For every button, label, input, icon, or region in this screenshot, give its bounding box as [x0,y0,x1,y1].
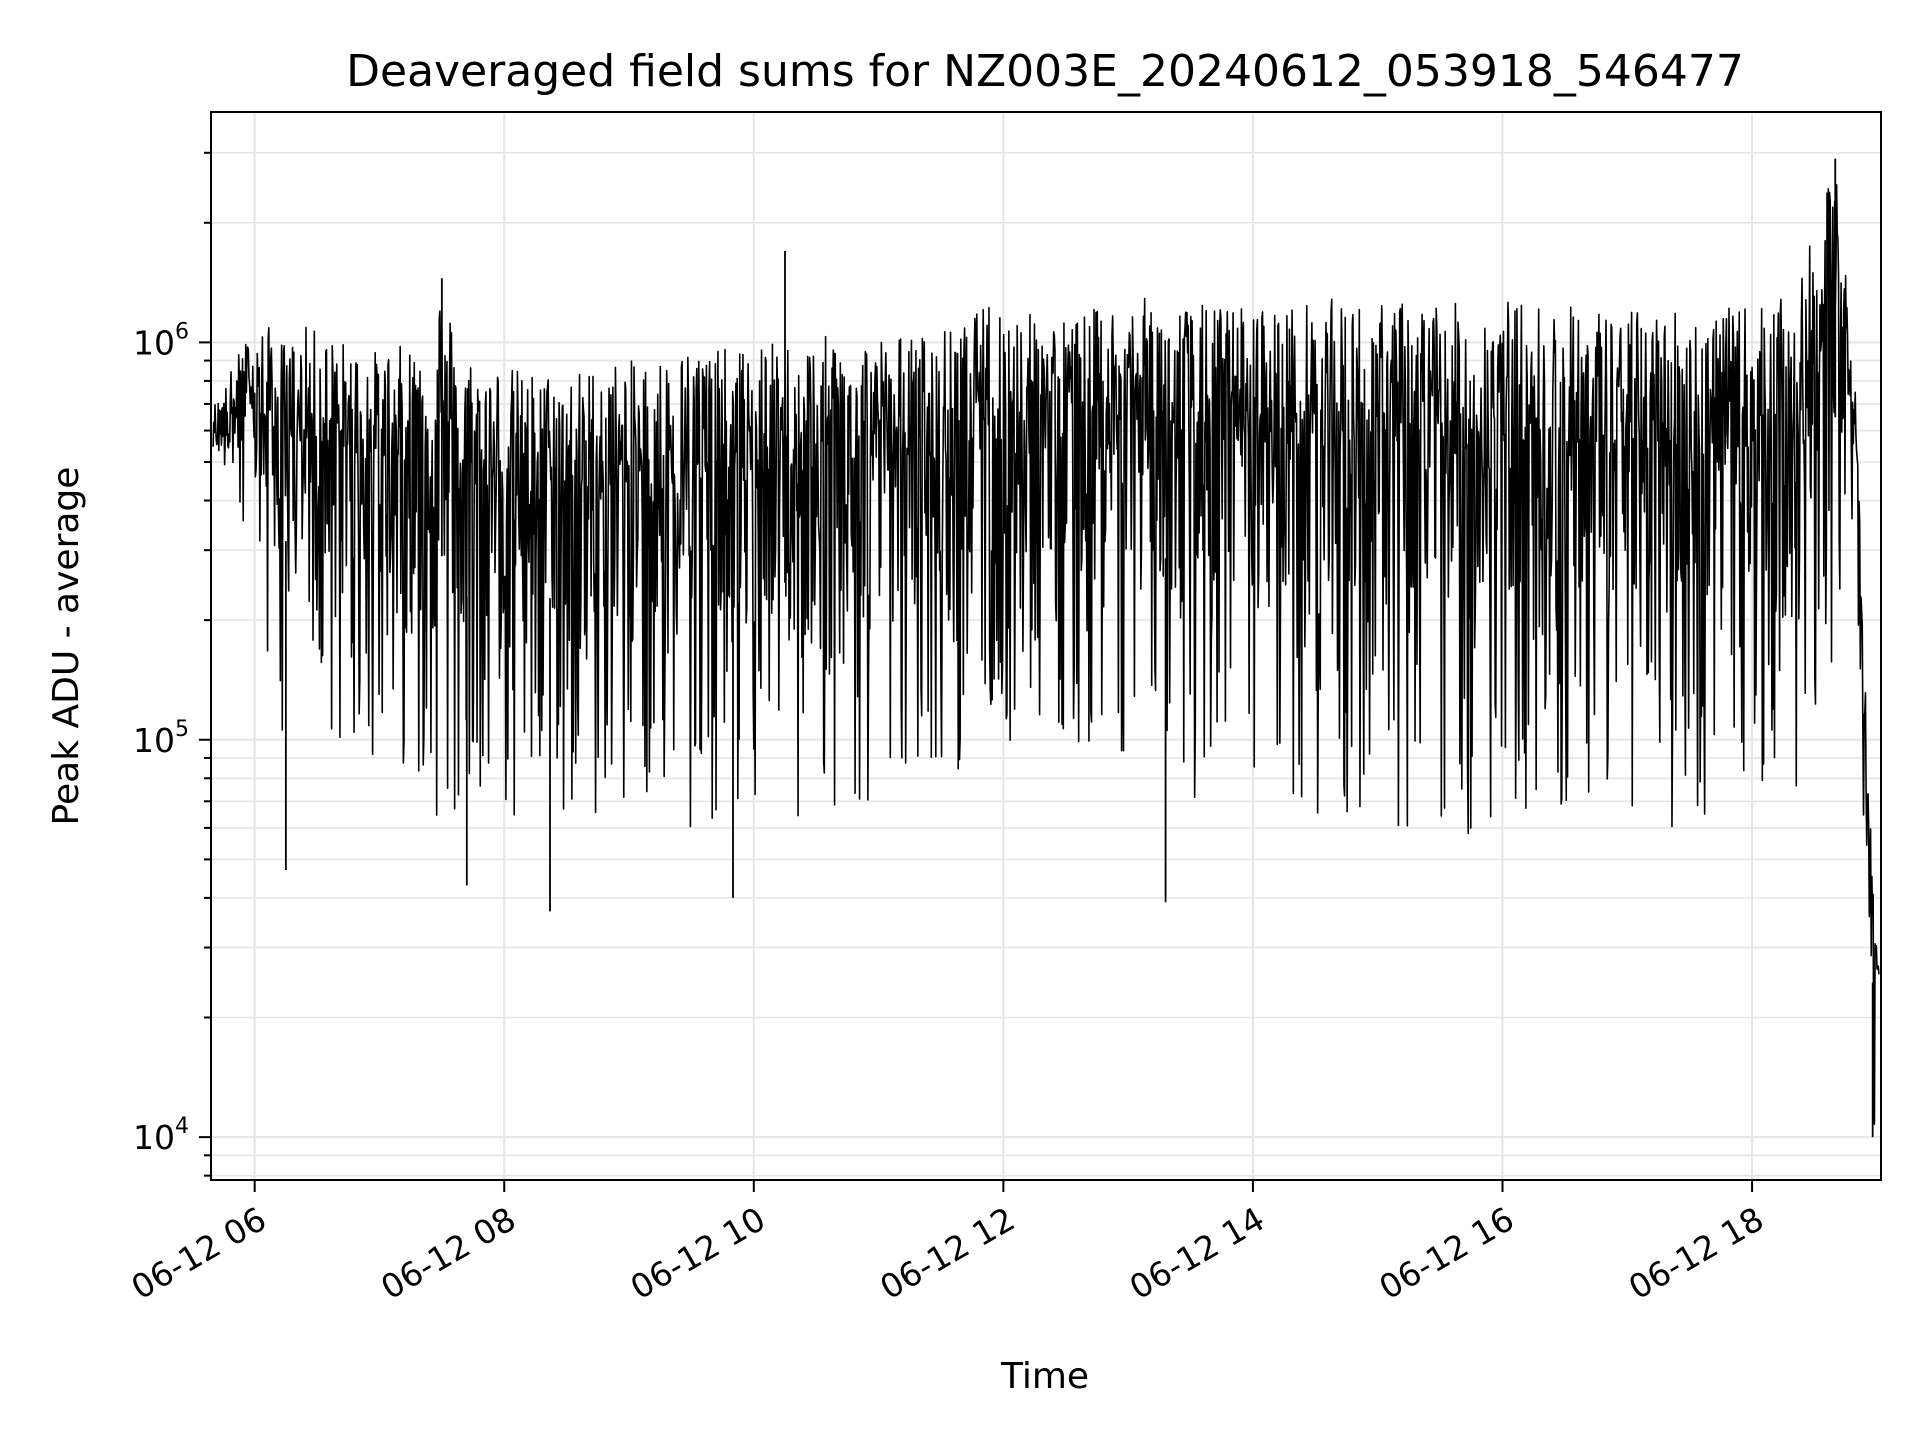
x-axis-label: Time [1000,1356,1089,1397]
y-tick-label: 105 [133,717,189,760]
chart-title: Deaveraged field sums for NZ003E_2024061… [346,46,1744,97]
y-axis-label: Peak ADU - average [46,467,87,826]
plot-frame [210,111,1882,1181]
series-line [212,158,1880,1138]
series-path [212,183,1880,1125]
y-axis: 104 105 106 [133,151,211,1177]
grid [211,112,1881,1180]
y-tick-label: 104 [133,1114,189,1157]
y-tick-label: 106 [133,319,189,362]
